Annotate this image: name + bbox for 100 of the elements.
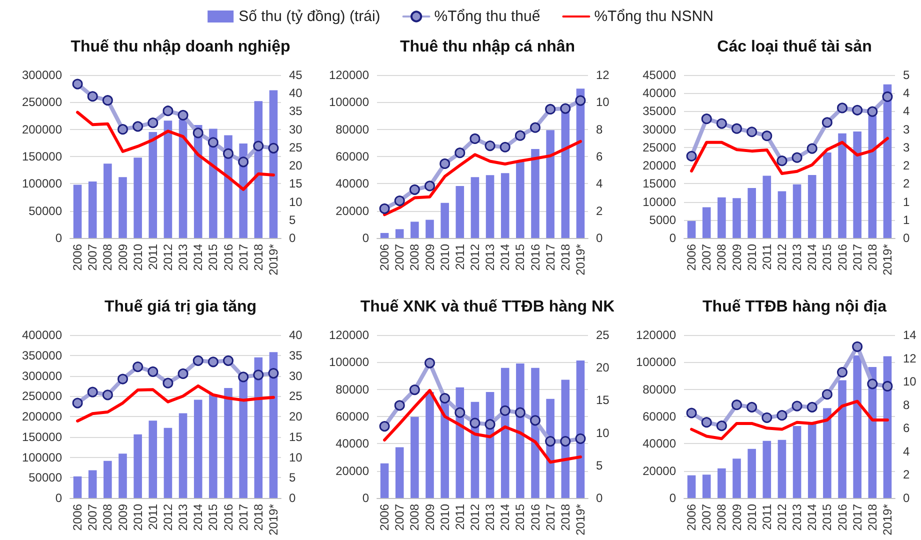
x-tick-label: 2019* xyxy=(266,504,280,536)
point xyxy=(192,355,204,366)
point xyxy=(409,384,420,396)
x-tick-label: 2015 xyxy=(513,244,528,271)
x-tick-label: 2016 xyxy=(528,504,542,531)
bar xyxy=(410,416,419,498)
x-tick-label: 2019* xyxy=(573,244,588,276)
x-tick-label: 2011 xyxy=(452,244,467,270)
point xyxy=(530,415,540,426)
bar xyxy=(426,392,434,498)
x-tick-label: 2011 xyxy=(452,504,467,530)
x-tick-label: 2012 xyxy=(468,244,482,271)
point xyxy=(102,95,113,106)
x-tick-label: 2006 xyxy=(70,244,85,271)
point xyxy=(223,148,234,159)
y-tick-label: 100000 xyxy=(636,355,676,370)
x-tick-label: 2009 xyxy=(116,244,130,271)
y2-tick-label: 35 xyxy=(289,348,303,362)
y2-tick-label: 15 xyxy=(289,430,303,444)
x-tick-label: 2009 xyxy=(422,244,437,271)
x-tick-label: 2013 xyxy=(483,244,498,271)
point xyxy=(268,142,279,154)
y2-tick-label: 5 xyxy=(289,470,296,485)
point xyxy=(776,156,788,166)
y2-tick-label: 25 xyxy=(596,328,610,342)
line-series xyxy=(76,384,275,422)
y2-tick-label: 0 xyxy=(903,491,910,505)
y2-tick-label: 40 xyxy=(289,86,303,100)
bar xyxy=(792,184,802,238)
point xyxy=(470,133,480,144)
bar xyxy=(178,120,188,238)
x-tick-label: 2012 xyxy=(160,504,175,531)
x-tick-label: 2006 xyxy=(378,504,392,531)
y-tick-label: 15000 xyxy=(642,176,676,191)
x-tick-label: 2010 xyxy=(438,244,452,271)
x-tick-label: 2017 xyxy=(850,504,864,531)
point xyxy=(253,370,264,380)
bar xyxy=(561,110,570,238)
bar xyxy=(838,380,846,498)
x-tick-label: 2010 xyxy=(130,244,145,271)
point xyxy=(746,126,758,138)
x-tick-label: 2016 xyxy=(221,244,236,271)
x-tick-label: 2010 xyxy=(130,504,145,531)
y2-tick-label: 4 xyxy=(903,444,910,458)
point xyxy=(530,122,540,133)
point xyxy=(148,366,158,377)
bar xyxy=(395,229,404,238)
y-tick-label: 60000 xyxy=(336,410,370,424)
x-tick-label: 2009 xyxy=(116,504,130,531)
point xyxy=(162,106,174,116)
bar xyxy=(194,400,202,498)
y2-tick-label: 20 xyxy=(289,410,303,424)
x-tick-label: 2016 xyxy=(835,504,850,531)
point xyxy=(484,140,496,152)
bar xyxy=(88,181,97,238)
point xyxy=(746,402,758,412)
bar xyxy=(732,198,741,238)
point xyxy=(470,418,480,428)
x-tick-label: 2015 xyxy=(820,504,834,531)
point xyxy=(732,123,742,134)
point xyxy=(484,419,496,430)
bar xyxy=(531,149,540,238)
x-tick-label: 2009 xyxy=(730,244,744,271)
point xyxy=(852,341,863,352)
y-tick-label: 0 xyxy=(362,231,370,245)
x-tick-label: 2007 xyxy=(86,504,100,531)
y-tick-label: 5000 xyxy=(649,212,676,227)
y2-tick-label: 10 xyxy=(903,374,917,389)
y-tick-label: 0 xyxy=(55,231,62,245)
y2-tick-label: 15 xyxy=(289,176,303,191)
bar xyxy=(792,426,802,498)
point xyxy=(545,104,556,114)
y-tick-label: 20000 xyxy=(336,464,370,478)
point xyxy=(867,106,878,117)
x-tick-label: 2019* xyxy=(573,504,588,536)
line-series xyxy=(690,136,889,176)
y-tick-label: 50000 xyxy=(28,470,62,485)
bar xyxy=(209,394,218,498)
x-tick-label: 2017 xyxy=(236,244,250,271)
y2-tick-label: 30 xyxy=(289,122,303,136)
y2-tick-label: 2 xyxy=(903,468,910,482)
bar xyxy=(778,191,786,238)
bar xyxy=(762,440,772,498)
chart-title: Thuế giá trị gia tăng xyxy=(104,298,257,316)
x-tick-label: 2006 xyxy=(378,244,392,271)
x-tick-label: 2009 xyxy=(422,504,437,531)
point xyxy=(882,380,893,392)
point xyxy=(132,121,144,132)
point xyxy=(560,436,571,447)
y-tick-label: 35000 xyxy=(642,104,676,118)
x-tick-label: 2017 xyxy=(543,244,558,271)
bar xyxy=(853,132,862,238)
bar xyxy=(546,130,554,238)
y2-tick-label: 4 xyxy=(903,86,910,100)
legend-label: %Tổng thu thuế xyxy=(434,8,541,25)
x-tick-label: 2012 xyxy=(774,244,789,271)
point xyxy=(268,368,279,379)
bar xyxy=(134,158,142,238)
point xyxy=(686,150,697,162)
y-tick-label: 100000 xyxy=(22,450,62,464)
